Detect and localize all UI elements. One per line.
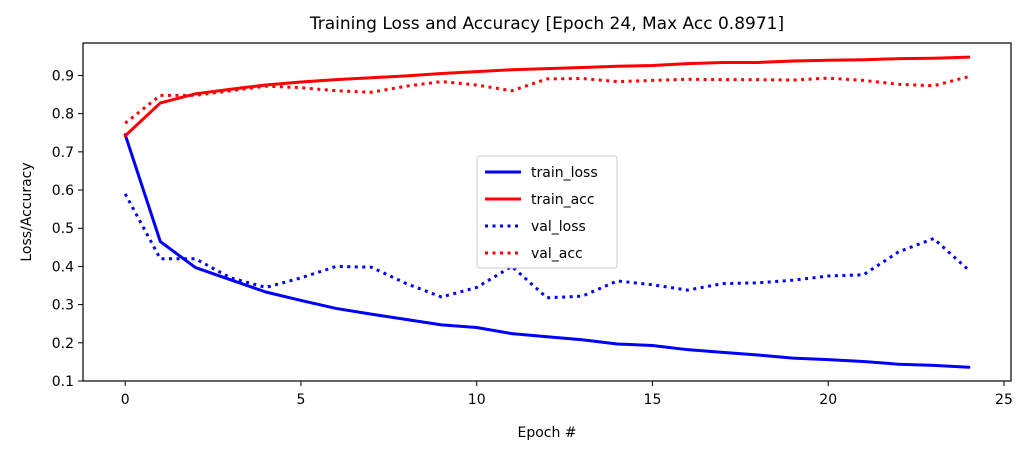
legend-box <box>476 155 618 269</box>
y-tick-label: 0.9 <box>52 68 74 84</box>
series-line-train-loss <box>123 133 971 369</box>
y-tick-label: 0.1 <box>52 374 74 390</box>
x-tick-label: 25 <box>995 392 1013 408</box>
y-tick-label: 0.2 <box>52 336 74 352</box>
series-line-train-acc <box>123 55 971 138</box>
legend-entry: train_acc <box>531 192 595 208</box>
legend: train_loss train_acc val_loss val_acc <box>476 155 618 269</box>
x-tick-label: 10 <box>468 392 486 408</box>
x-axis-label: Epoch # <box>517 425 576 441</box>
plot-area <box>123 55 971 369</box>
legend-entry: val_loss <box>531 219 586 235</box>
chart-title: Training Loss and Accuracy [Epoch 24, Ma… <box>309 14 784 34</box>
legend-entry: val_acc <box>531 246 583 262</box>
legend-entry: train_loss <box>531 165 598 181</box>
x-tick-label: 20 <box>819 392 837 408</box>
plot-frame <box>82 42 1012 382</box>
y-tick-label: 0.5 <box>52 221 74 237</box>
y-tick-label: 0.7 <box>52 145 74 161</box>
x-tick-label: 0 <box>121 392 130 408</box>
y-tick-label: 0.4 <box>52 259 74 275</box>
y-axis-label: Loss/Accuracy <box>19 162 35 261</box>
x-axis: 0 5 10 15 20 25 <box>121 381 1013 408</box>
x-tick-label: 5 <box>296 392 305 408</box>
x-tick-label: 15 <box>644 392 662 408</box>
y-tick-label: 0.6 <box>52 183 74 199</box>
series-line-val-acc <box>124 75 970 125</box>
y-axis: 0.1 0.2 0.3 0.4 0.5 0.6 0.7 0.8 0.9 <box>52 68 83 390</box>
series-line-val-loss <box>123 193 970 300</box>
y-tick-label: 0.3 <box>52 298 74 314</box>
y-tick-label: 0.8 <box>52 107 74 123</box>
